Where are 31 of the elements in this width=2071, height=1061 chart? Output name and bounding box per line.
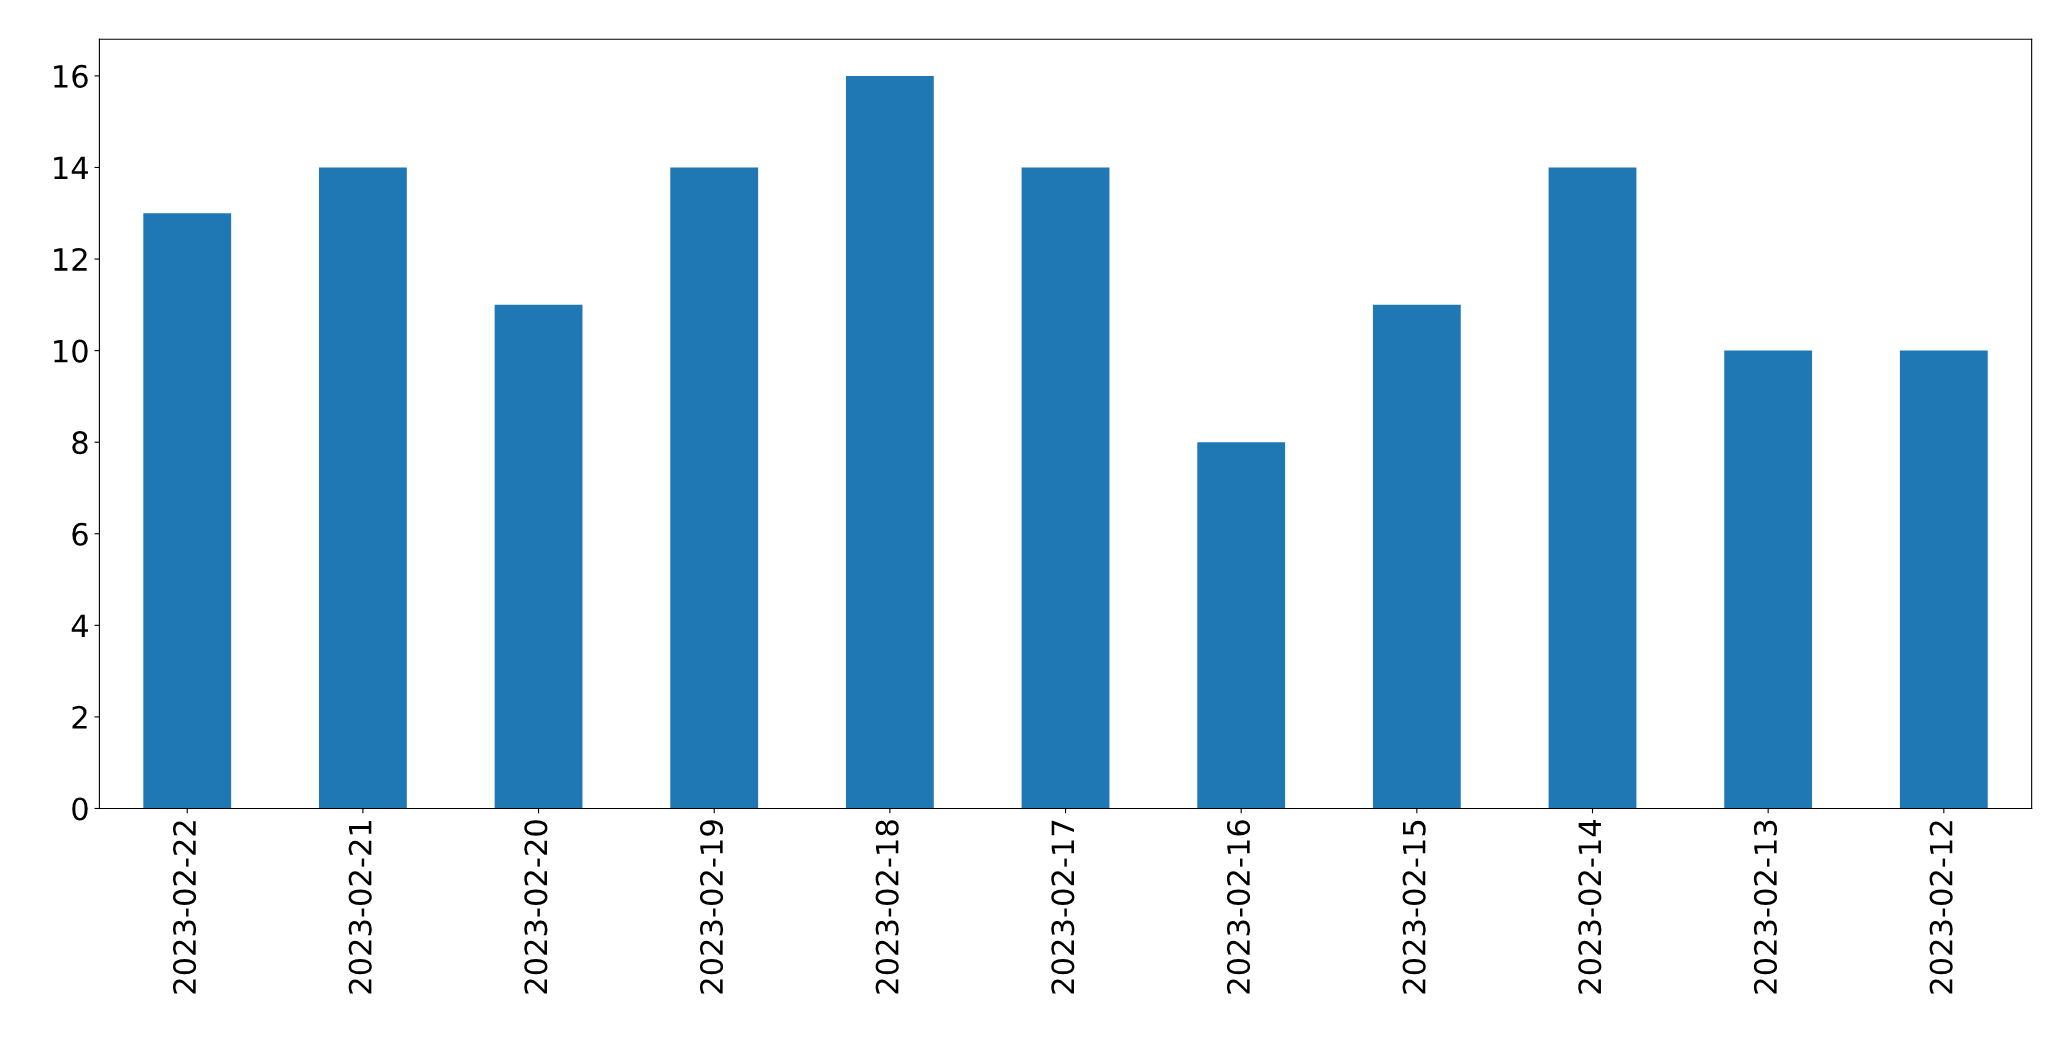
y-tick-label: 12 (54, 247, 87, 271)
y-tick-label: 6 (72, 522, 88, 546)
bar (1724, 350, 1813, 809)
x-tick-label: 2023-02-13 (1753, 820, 1778, 994)
bar (143, 213, 232, 809)
y-tick-label: 8 (72, 431, 88, 455)
y-tick-label: 14 (54, 156, 88, 180)
bar (670, 167, 759, 809)
x-tick-label: 2023-02-22 (172, 821, 197, 994)
bar (1899, 350, 1988, 809)
bar (1197, 442, 1286, 809)
y-tick-label: 0 (72, 797, 88, 821)
y-tick-label: 16 (54, 64, 88, 88)
bar (318, 167, 407, 809)
bar (1372, 304, 1461, 809)
x-tick-label: 2023-02-14 (1578, 819, 1602, 994)
x-tick-label: 2023-02-20 (524, 820, 548, 994)
x-tick-label: 2023-02-19 (699, 820, 724, 994)
y-tick-label: 2 (72, 705, 87, 729)
y-tick-label: 4 (71, 614, 88, 637)
bar (1021, 167, 1110, 809)
y-tick-label: 10 (54, 339, 88, 363)
x-tick-label: 2023-02-15 (1402, 820, 1426, 994)
x-tick-label: 2023-02-21 (348, 821, 372, 994)
bar (845, 75, 934, 809)
x-tick-label: 2023-02-12 (1929, 821, 1953, 994)
x-tick-label: 2023-02-17 (1051, 820, 1075, 994)
bar (494, 304, 583, 809)
bar (1548, 167, 1637, 809)
x-tick-label: 2023-02-18 (875, 820, 899, 994)
x-tick-label: 2023-02-16 (1226, 820, 1251, 994)
